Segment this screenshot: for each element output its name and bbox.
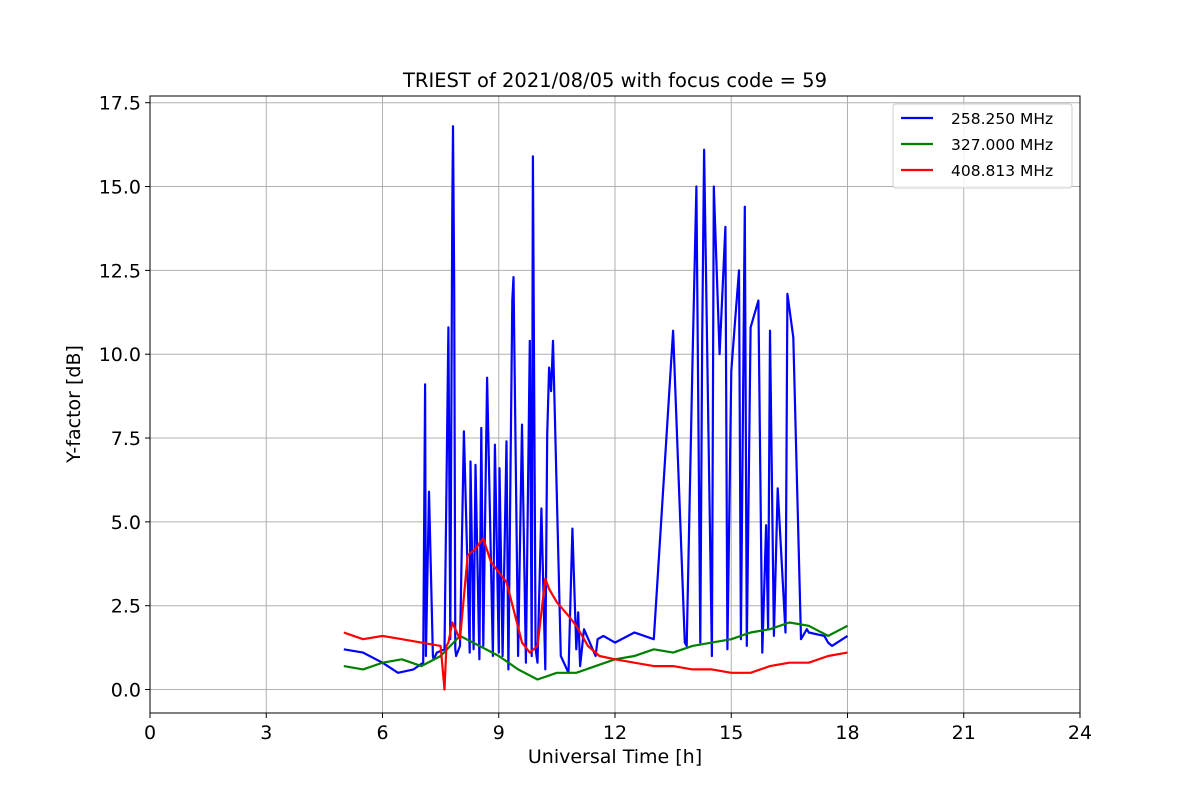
series-line-2 xyxy=(343,621,849,681)
ticks: 0 3 6 9 12 15 18 21 24 0.0 2.5 5.0 7.5 10.0 12.5 15.0 17… xyxy=(99,93,1092,744)
y-tick-label: 12.5 xyxy=(99,260,141,282)
x-tick-label: 18 xyxy=(835,722,859,744)
y-tick-label: 0.0 xyxy=(111,680,141,702)
x-tick-label: 15 xyxy=(719,722,743,744)
x-tick-label: 21 xyxy=(952,722,976,744)
series-layer xyxy=(343,125,849,691)
y-tick-label: 10.0 xyxy=(99,344,141,366)
x-tick-label: 6 xyxy=(376,722,388,744)
legend: 258.250 MHz 327.000 MHz 408.813 MHz xyxy=(892,103,1073,189)
y-tick-label: 2.5 xyxy=(111,596,141,618)
y-tick-label: 17.5 xyxy=(99,93,141,115)
y-tick-label: 5.0 xyxy=(111,512,141,534)
x-tick-label: 3 xyxy=(260,722,272,744)
y-axis-label: Y-factor [dB] xyxy=(63,345,85,464)
series-line-3 xyxy=(343,537,848,691)
x-tick-label: 9 xyxy=(493,722,505,744)
legend-box xyxy=(892,103,1073,189)
legend-label: 408.813 MHz xyxy=(951,162,1053,180)
legend-label: 327.000 MHz xyxy=(951,136,1053,154)
y-tick-label: 15.0 xyxy=(99,177,141,199)
chart-title: TRIEST of 2021/08/05 with focus code = 5… xyxy=(402,69,827,92)
x-tick-label: 24 xyxy=(1068,722,1092,744)
x-tick-label: 0 xyxy=(144,722,156,744)
y-tick-label: 7.5 xyxy=(111,428,141,450)
legend-label: 258.250 MHz xyxy=(951,110,1053,128)
x-tick-label: 12 xyxy=(603,722,627,744)
series-line-1 xyxy=(343,125,849,674)
x-axis-label: Universal Time [h] xyxy=(528,746,702,768)
